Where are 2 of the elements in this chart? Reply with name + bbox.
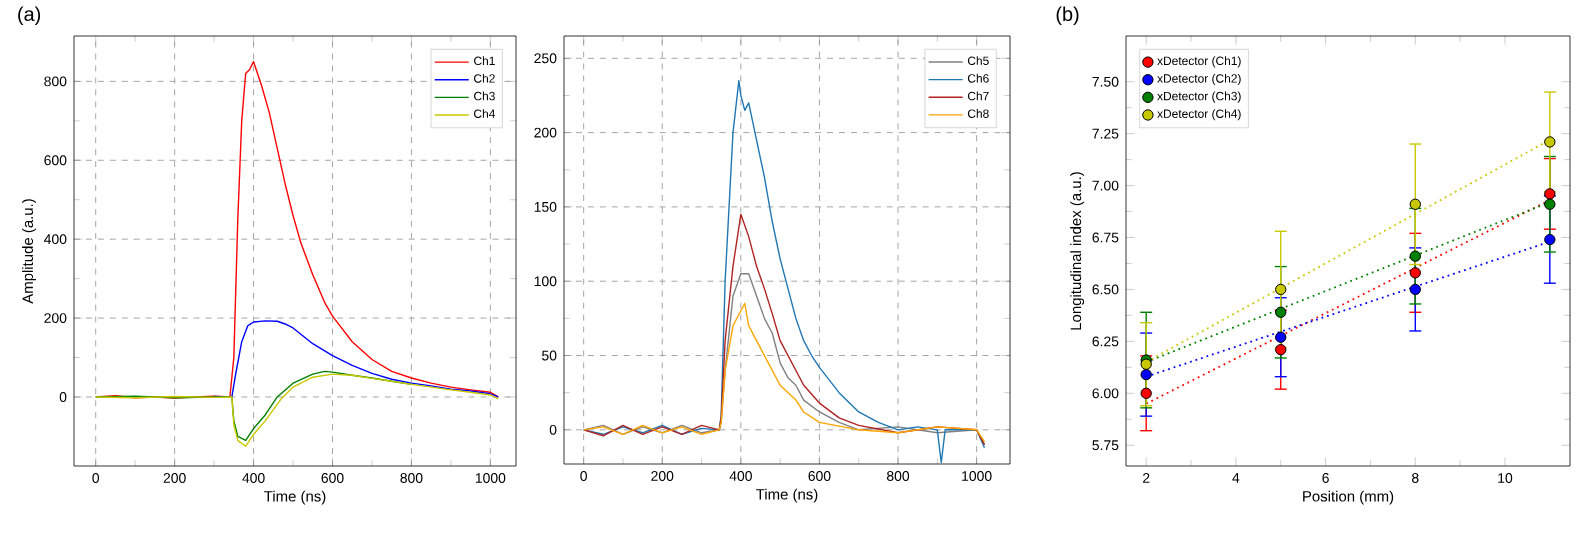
chart-title: (b) xyxy=(1056,6,1079,26)
chart-title: (a) xyxy=(18,6,41,26)
